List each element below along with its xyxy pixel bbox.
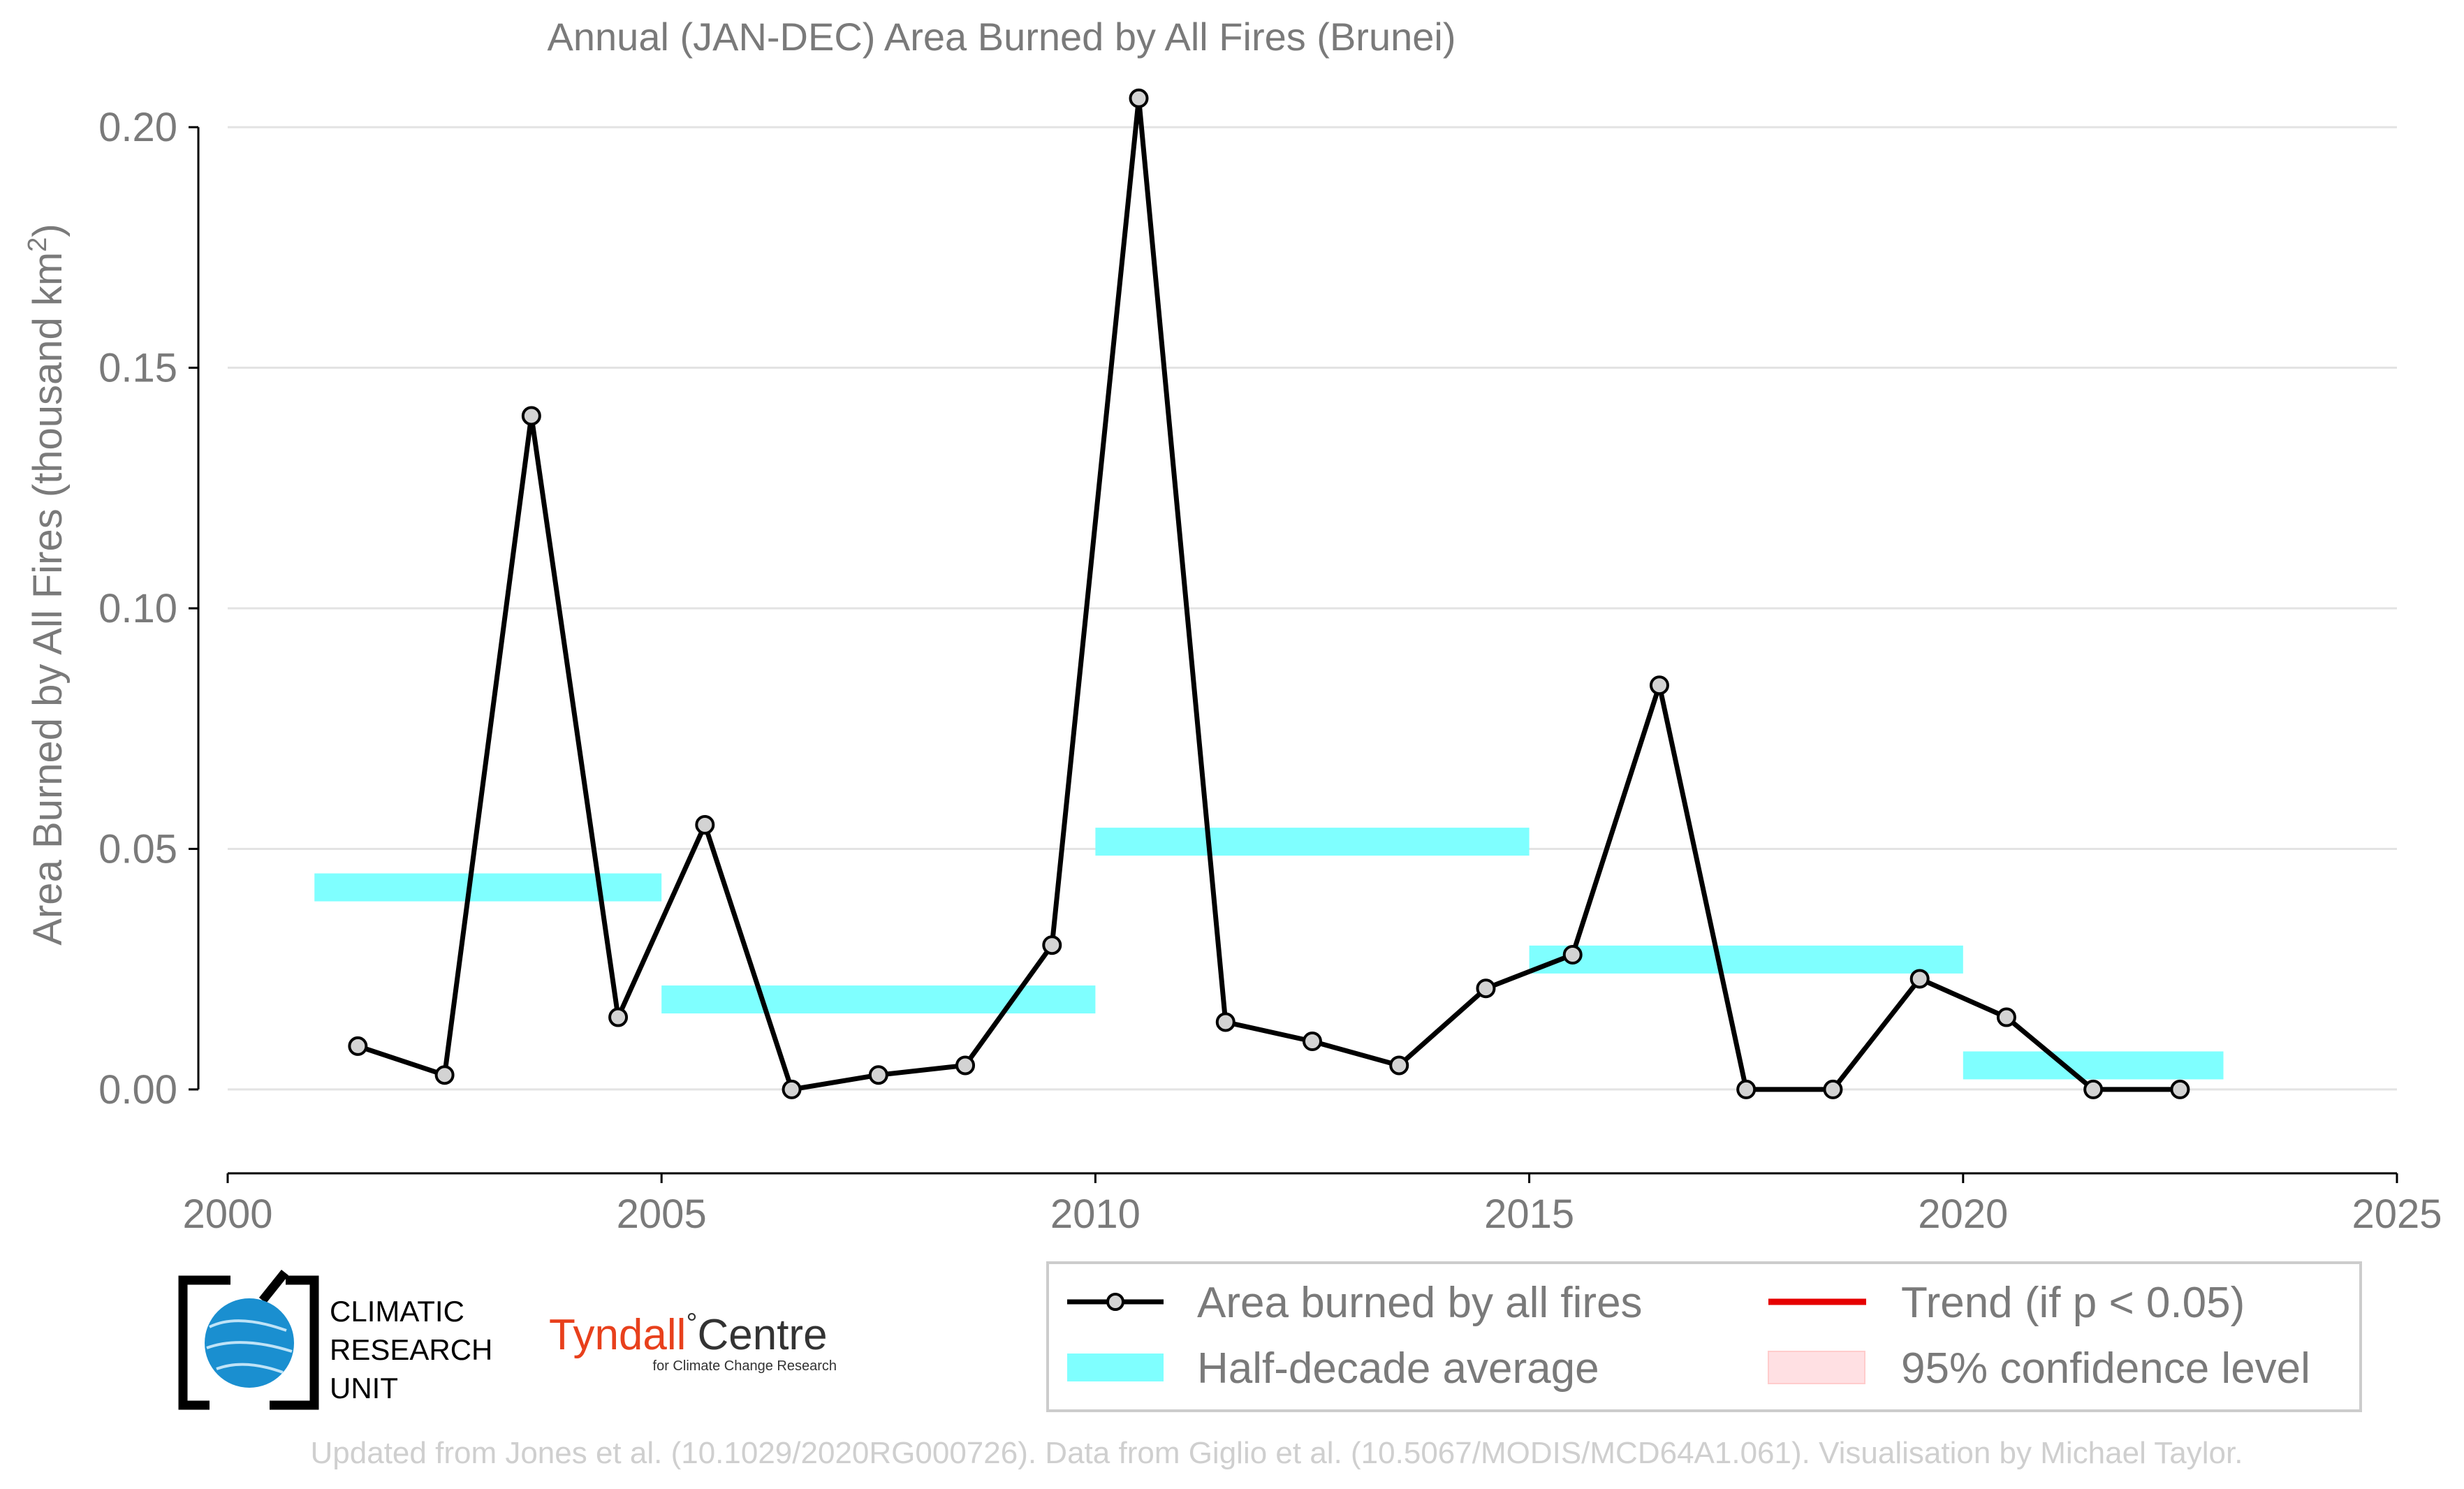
data-point [1562, 945, 1583, 964]
x-tick-label: 2000 [182, 1191, 272, 1237]
legend-swatch-half-decade [1067, 1354, 1164, 1381]
data-point [782, 1079, 802, 1099]
data-point [348, 1036, 368, 1056]
legend-label-area-burned: Area burned by all fires [1197, 1279, 1643, 1327]
legend: Area burned by all fires Trend (if p < 0… [1046, 1261, 2362, 1412]
x-tick-label: 2005 [617, 1191, 707, 1237]
x-tick-label: 2015 [1484, 1191, 1574, 1237]
data-point [1042, 935, 1062, 955]
half-decade-band [314, 873, 662, 902]
data-point [608, 1007, 629, 1027]
data-point [1215, 1012, 1235, 1032]
series-area-burned [348, 88, 2190, 1099]
cru-logo: CLIMATIC RESEARCH UNIT [178, 1269, 492, 1410]
half-decade-band [1529, 945, 1963, 974]
half-decade-bands [314, 828, 2224, 1080]
tyndall-logo: Tyndall°Centre for Climate Change Resear… [549, 1308, 837, 1374]
legend-box [1046, 1261, 2362, 1412]
data-point [1649, 675, 1669, 696]
data-point [868, 1065, 888, 1085]
data-point [1389, 1055, 1409, 1076]
data-point [695, 815, 715, 835]
half-decade-band [1963, 1051, 2224, 1080]
legend-label-confidence: 95% confidence level [1901, 1344, 2310, 1393]
cru-logo-bracket-left [178, 1275, 230, 1410]
legend-label-half-decade: Half-decade average [1197, 1344, 1599, 1393]
data-point [955, 1055, 976, 1076]
y-axis-label: Area Burned by All Fires (thousand km2) [23, 223, 71, 945]
y-tick-label: 0.15 [98, 346, 177, 391]
data-point [1996, 1007, 2016, 1027]
data-point [1303, 1032, 1322, 1051]
half-decade-band [661, 985, 1096, 1014]
legend-swatch-confidence [1768, 1351, 1865, 1384]
cru-line-3: UNIT [330, 1372, 398, 1404]
axes: 0.00 0.05 0.10 0.15 0.20 2000 2005 2010 2015 2020… [98, 105, 2442, 1237]
data-point [1736, 1079, 1757, 1099]
footer-credits: Updated from Jones et al. (10.1029/2020R… [311, 1436, 2243, 1470]
data-point [521, 406, 541, 426]
y-axis-label-superscript: 2 [23, 237, 52, 252]
cru-line-2: RESEARCH [330, 1333, 492, 1366]
x-tick-label: 2020 [1918, 1191, 2008, 1237]
data-point [2083, 1079, 2104, 1099]
y-tick-label: 0.00 [98, 1067, 177, 1113]
series-line [357, 96, 2180, 1092]
data-point [2170, 1079, 2190, 1099]
half-decade-band [1095, 828, 1530, 856]
x-tick-label: 2025 [2352, 1191, 2442, 1237]
data-point [1129, 88, 1149, 108]
legend-label-trend: Trend (if p < 0.05) [1901, 1279, 2245, 1327]
data-point [434, 1065, 455, 1085]
gridlines [228, 126, 2397, 1091]
y-tick-label: 0.05 [98, 826, 177, 872]
data-point [1476, 978, 1496, 999]
cru-line-1: CLIMATIC [330, 1295, 464, 1328]
tyndall-logo-subtitle: for Climate Change Research [653, 1358, 837, 1374]
data-point [1909, 969, 1930, 989]
legend-swatch-area-burned-marker [1106, 1293, 1124, 1311]
cru-logo-bracket-slash [258, 1269, 289, 1304]
globe-icon-waves [206, 1319, 293, 1374]
y-tick-label: 0.20 [98, 105, 177, 150]
chart-title: Annual (JAN-DEC) Area Burned by All Fire… [548, 15, 1456, 59]
x-tick-label: 2010 [1050, 1191, 1141, 1237]
cru-logo-bracket-right [270, 1275, 319, 1410]
data-point [1823, 1079, 1843, 1099]
y-tick-label: 0.10 [98, 586, 177, 631]
tyndall-logo-text: Tyndall°Centre [549, 1308, 828, 1359]
